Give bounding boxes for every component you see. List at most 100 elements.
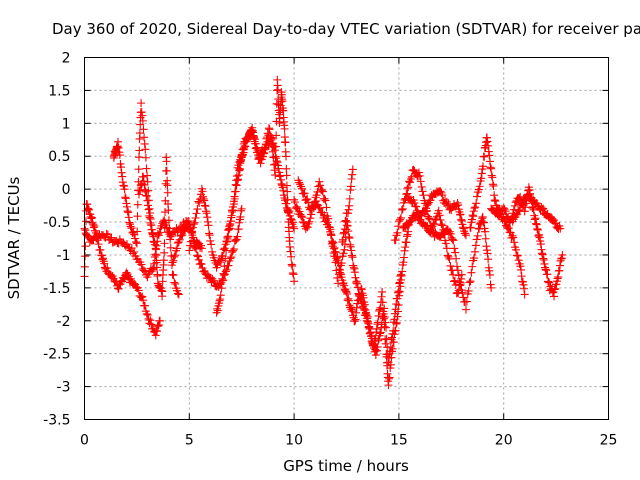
data-point [239,145,248,154]
data-point [360,300,369,309]
data-point [531,214,540,223]
data-point [554,273,563,282]
data-point [274,164,283,173]
data-point [227,213,236,222]
data-point [162,166,171,175]
data-point [369,341,378,350]
data-point [142,309,151,318]
data-point [159,256,168,265]
data-point [344,232,353,241]
data-point [283,187,292,196]
data-point [541,265,550,274]
data-point [442,197,451,206]
y-tick-label: -3 [57,380,71,396]
data-point [285,242,294,251]
data-point [270,166,279,175]
data-point [345,234,354,243]
data-point [134,165,143,174]
data-point [538,249,547,258]
data-point [328,238,337,247]
data-point [412,202,421,211]
data-point [346,182,355,191]
data-point [543,270,552,279]
data-point [295,178,304,187]
data-point [373,342,382,351]
data-point [230,194,239,203]
y-axis-title: SDTVAR / TECUs [5,176,23,299]
data-point [341,217,350,226]
data-point [83,204,92,213]
data-point [299,189,308,198]
data-point [249,132,258,141]
y-tick-label: -3.5 [43,413,70,429]
data-point [154,321,163,330]
data-point [134,286,143,295]
data-point [482,133,491,142]
data-point [268,147,277,156]
data-point [452,262,461,271]
data-point [157,286,166,295]
data-point [484,255,493,264]
data-point [467,268,476,277]
data-point [438,191,447,200]
data-point [466,223,475,232]
y-tick-label: 1.5 [48,83,70,99]
data-point [139,296,148,305]
data-point [103,263,112,272]
data-point [363,314,372,323]
data-point [530,215,539,224]
data-point [426,196,435,205]
data-point [533,225,542,234]
data-point [134,153,143,162]
data-point [435,211,444,220]
data-point [275,172,284,181]
data-point [193,251,202,260]
data-point [277,179,286,188]
data-point [226,217,235,226]
data-point [267,133,276,142]
data-point [485,270,494,279]
data-point [556,224,565,233]
data-point [330,243,339,252]
data-point [161,208,170,217]
data-point [231,180,240,189]
data-point [519,280,528,289]
data-point [377,292,386,301]
data-point [396,275,405,284]
data-point [373,346,382,355]
data-point [346,186,355,195]
data-point [475,182,484,191]
data-point [224,232,233,241]
data-point [230,237,239,246]
data-point [323,218,332,227]
data-point [141,187,150,196]
data-point [81,217,90,226]
data-point [278,183,287,192]
data-point [526,189,535,198]
data-point [464,286,473,295]
data-point [134,190,143,199]
data-point [248,127,257,136]
data-point [381,339,390,348]
data-point [348,253,357,262]
data-point [340,228,349,237]
data-point [457,216,466,225]
data-point [509,215,518,224]
data-point [479,162,488,171]
data-point [553,274,562,283]
data-point [345,194,354,203]
data-point [525,185,534,194]
data-point [153,271,162,280]
data-point [278,97,287,106]
data-point [98,255,107,264]
data-point [468,262,477,271]
data-point [508,209,517,218]
data-point [81,242,90,251]
data-point [376,329,385,338]
data-point [442,244,451,253]
data-point [127,224,136,233]
data-point [231,187,240,196]
data-point [518,277,527,286]
y-tick-label: 1 [62,116,71,132]
data-point [229,202,238,211]
